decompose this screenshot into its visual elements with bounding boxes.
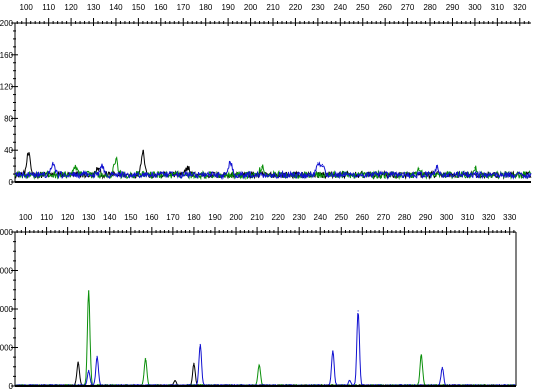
top-x-tick-label: 110 (42, 3, 55, 12)
bottom-peak-point (193, 363, 195, 365)
top-y-tick-label: 200 (0, 19, 14, 28)
top-series-2-trace (14, 160, 532, 180)
bottom-x-tick-label: 160 (145, 213, 159, 222)
top-x-tick-label: 200 (244, 3, 258, 12)
bottom-y-tick-label: 0 (9, 382, 14, 391)
bottom-x-tick-label: 280 (398, 213, 412, 222)
bottom-peak-point (88, 290, 90, 292)
bottom-x-tick-label: 320 (482, 213, 496, 222)
bottom-x-tick-label: 110 (40, 213, 53, 222)
bottom-peak-point (174, 380, 176, 382)
top-electropherogram: 100 110 120 130 140 150 160 170 180 190 200 210 220 2… (0, 0, 534, 192)
top-peak-point (97, 167, 99, 170)
bottom-peak-point (77, 361, 79, 363)
top-y-tick-label: 120 (0, 83, 14, 92)
bottom-x-tick-label: 300 (440, 213, 454, 222)
bottom-x-tick-label: 140 (103, 213, 117, 222)
top-peak-point (27, 153, 30, 155)
top-y-tick-label: 0 (9, 178, 14, 187)
bottom-x-tick-label: 270 (377, 213, 391, 222)
bottom-x-tick-label: 150 (124, 213, 138, 222)
top-x-tick-label: 190 (221, 3, 235, 12)
top-x-tick-label: 220 (289, 3, 303, 12)
bottom-electropherogram: 100 110 120 130 140 150 160 170 180 190 200 210 220 2… (0, 208, 534, 392)
bottom-peak-point (88, 370, 90, 372)
top-peak-point (52, 162, 54, 164)
top-peak-point (229, 161, 231, 163)
top-peak-point (436, 167, 438, 169)
top-peak-point (187, 166, 189, 168)
top-x-tick-label: 240 (334, 3, 348, 12)
bottom-x-tick-label: 210 (250, 213, 264, 222)
top-y-tick-label: 160 (0, 51, 14, 60)
bottom-x-tick-label: 100 (19, 213, 33, 222)
bottom-peak-point (96, 355, 98, 357)
bottom-peak-point (144, 358, 147, 360)
top-peak-point (321, 163, 323, 166)
top-x-tick-label: 250 (356, 3, 370, 12)
bottom-x-tick-label: 330 (503, 213, 517, 222)
top-peak-point (115, 158, 117, 160)
bottom-y-tick-label: 2000 (0, 305, 14, 314)
bottom-peak-point (199, 343, 201, 346)
top-peak-point (474, 167, 476, 169)
top-peak-point (418, 167, 420, 170)
bottom-x-tick-label: 250 (335, 213, 349, 222)
bottom-x-tick-label: 120 (61, 213, 75, 222)
bottom-x-tick-label: 290 (419, 213, 433, 222)
bottom-peak-point (420, 354, 422, 356)
bottom-series-1-trace (14, 290, 517, 387)
top-peak-point (261, 166, 263, 168)
top-x-tick-label: 270 (401, 3, 415, 12)
top-x-tick-label: 140 (109, 3, 123, 12)
top-chart-svg: 100 110 120 130 140 150 160 170 180 190 200 210 220 2… (0, 3, 532, 187)
bottom-x-tick-label: 240 (314, 213, 328, 222)
top-x-tick-label: 100 (20, 3, 34, 12)
bottom-x-tick-label: 130 (82, 213, 96, 222)
top-peak-point (317, 162, 319, 164)
top-x-tick-label: 300 (468, 3, 482, 12)
bottom-peak-point (441, 366, 443, 369)
bottom-peak-point (258, 364, 260, 366)
bottom-peak-point (332, 350, 334, 352)
top-y-tick-label: 40 (4, 146, 13, 155)
top-x-tick-label: 260 (378, 3, 392, 12)
top-x-tick-label: 320 (513, 3, 527, 12)
bottom-peak-point (357, 310, 359, 312)
top-x-tick-label: 120 (64, 3, 78, 12)
bottom-x-tick-label: 260 (356, 213, 370, 222)
top-x-tick-label: 230 (311, 3, 325, 12)
bottom-chart-svg: 100 110 120 130 140 150 160 170 180 190 200 210 220 2… (0, 213, 517, 391)
top-y-tick-label: 80 (4, 114, 13, 123)
top-x-tick-label: 150 (132, 3, 146, 12)
top-peak-point (142, 150, 144, 152)
bottom-x-tick-label: 220 (271, 213, 285, 222)
bottom-peak-point (349, 380, 351, 382)
bottom-y-tick-label: 1000 (0, 344, 14, 353)
top-x-tick-label: 180 (199, 3, 213, 12)
bottom-x-tick-label: 180 (187, 213, 201, 222)
top-x-tick-label: 280 (423, 3, 437, 12)
top-x-tick-label: 290 (446, 3, 460, 12)
bottom-y-tick-label: 4000 (0, 228, 14, 237)
bottom-x-tick-label: 230 (293, 213, 307, 222)
top-x-tick-label: 210 (266, 3, 280, 12)
top-x-tick-label: 170 (177, 3, 191, 12)
top-x-tick-label: 130 (87, 3, 101, 12)
top-peak-point (101, 165, 104, 167)
bottom-x-tick-label: 170 (166, 213, 180, 222)
bottom-x-tick-label: 310 (461, 213, 475, 222)
bottom-x-tick-label: 200 (229, 213, 243, 222)
top-peak-point (74, 166, 77, 168)
top-x-tick-label: 160 (154, 3, 168, 12)
top-x-tick-label: 310 (491, 3, 505, 12)
bottom-x-tick-label: 190 (208, 213, 222, 222)
